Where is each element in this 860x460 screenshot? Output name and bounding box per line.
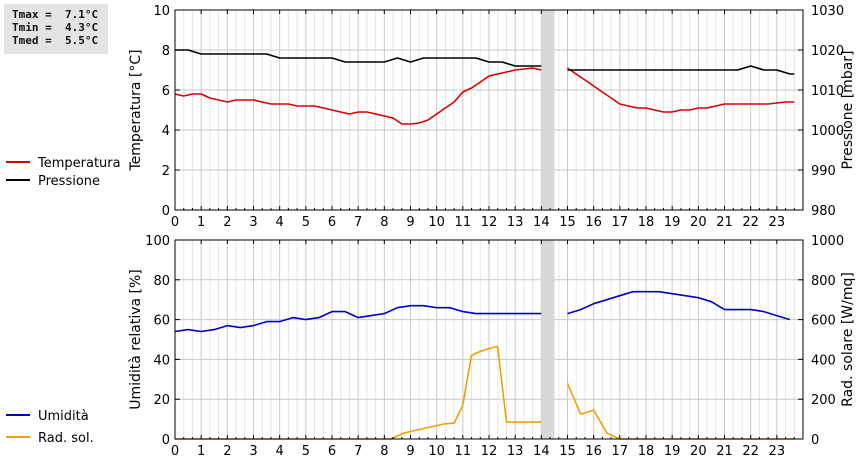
x-tick-label: 8 bbox=[380, 215, 388, 230]
y-right-tick-label: 1010 bbox=[811, 84, 844, 99]
x-tick-label: 21 bbox=[716, 215, 733, 230]
x-tick-label: 16 bbox=[585, 215, 602, 230]
x-tick-label: 2 bbox=[223, 444, 231, 459]
y-right-tick-label: 1000 bbox=[811, 124, 844, 139]
x-tick-label: 17 bbox=[612, 444, 629, 459]
y-left-tick-label: 20 bbox=[153, 393, 170, 408]
y-right-tick-label: 800 bbox=[811, 274, 836, 289]
y-left-tick-label: 0 bbox=[162, 433, 170, 448]
y-right-tick-label: 1020 bbox=[811, 44, 844, 59]
y-right-tick-label: 1030 bbox=[811, 4, 844, 19]
x-tick-label: 20 bbox=[690, 444, 707, 459]
series-line-umidit-0 bbox=[174, 304, 542, 333]
x-tick-label: 7 bbox=[354, 215, 362, 230]
x-tick-label: 5 bbox=[302, 215, 310, 230]
x-tick-label: 15 bbox=[559, 215, 576, 230]
series-line-temperatura-0 bbox=[174, 67, 542, 125]
legend-label: Temperatura bbox=[37, 156, 121, 171]
series-line-umidit-1 bbox=[567, 290, 791, 321]
x-tick-label: 12 bbox=[481, 444, 498, 459]
x-tick-label: 0 bbox=[171, 215, 179, 230]
x-tick-label: 8 bbox=[380, 444, 388, 459]
x-tick-label: 3 bbox=[249, 215, 257, 230]
x-tick-label: 1 bbox=[197, 215, 205, 230]
y-left-tick-label: 2 bbox=[162, 164, 170, 179]
x-tick-label: 19 bbox=[664, 215, 681, 230]
x-tick-label: 18 bbox=[638, 444, 655, 459]
data-gap-band bbox=[541, 10, 555, 210]
x-tick-label: 18 bbox=[638, 215, 655, 230]
x-tick-label: 22 bbox=[742, 215, 759, 230]
x-tick-label: 9 bbox=[406, 215, 414, 230]
y-left-tick-label: 4 bbox=[162, 124, 170, 139]
series-line-pressione-1 bbox=[567, 65, 795, 75]
x-tick-label: 10 bbox=[428, 215, 445, 230]
y-right-tick-label: 400 bbox=[811, 353, 836, 368]
x-tick-label: 4 bbox=[276, 444, 284, 459]
x-tick-label: 11 bbox=[455, 444, 472, 459]
x-tick-label: 6 bbox=[328, 444, 336, 459]
x-tick-label: 4 bbox=[276, 215, 284, 230]
y-right-tick-label: 0 bbox=[811, 433, 819, 448]
series-line-pressione-0 bbox=[175, 49, 542, 67]
x-tick-label: 0 bbox=[171, 444, 179, 459]
x-tick-label: 11 bbox=[455, 215, 472, 230]
x-tick-label: 14 bbox=[533, 444, 550, 459]
y-left-tick-label: 8 bbox=[162, 44, 170, 59]
y-left-tick-label: 60 bbox=[153, 314, 170, 329]
legend-label: Pressione bbox=[38, 174, 100, 189]
x-tick-label: 1 bbox=[197, 444, 205, 459]
x-tick-label: 6 bbox=[328, 215, 336, 230]
y-left-axis-label: Umidità relativa [%] bbox=[128, 269, 144, 410]
x-tick-label: 21 bbox=[716, 444, 733, 459]
y-left-tick-label: 0 bbox=[162, 204, 170, 219]
x-tick-label: 20 bbox=[690, 215, 707, 230]
y-right-tick-label: 200 bbox=[811, 393, 836, 408]
y-right-tick-label: 990 bbox=[811, 164, 836, 179]
y-right-tick-label: 600 bbox=[811, 314, 836, 329]
x-tick-label: 17 bbox=[612, 215, 629, 230]
legend-label: Rad. sol. bbox=[38, 431, 94, 446]
x-tick-label: 19 bbox=[664, 444, 681, 459]
x-tick-label: 9 bbox=[406, 444, 414, 459]
y-right-tick-label: 980 bbox=[811, 204, 836, 219]
x-tick-label: 12 bbox=[481, 215, 498, 230]
y-left-tick-label: 6 bbox=[162, 84, 170, 99]
x-tick-label: 22 bbox=[742, 444, 759, 459]
tmin-text: Tmin = 4.3°C bbox=[12, 21, 99, 34]
y-left-tick-label: 40 bbox=[153, 353, 170, 368]
x-tick-label: 7 bbox=[354, 444, 362, 459]
y-left-tick-label: 100 bbox=[145, 234, 170, 249]
x-tick-label: 23 bbox=[769, 444, 786, 459]
y-left-axis-label: Temperatura [°C] bbox=[128, 49, 144, 171]
y-left-tick-label: 80 bbox=[153, 274, 170, 289]
x-tick-label: 14 bbox=[533, 215, 550, 230]
x-tick-label: 5 bbox=[302, 444, 310, 459]
stats-box: Tmax = 7.1°C Tmin = 4.3°C Tmed = 5.5°C bbox=[4, 4, 108, 54]
y-right-axis-label: Pressione [mbar] bbox=[840, 50, 856, 169]
x-tick-label: 13 bbox=[507, 215, 524, 230]
x-tick-label: 13 bbox=[507, 444, 524, 459]
x-tick-label: 10 bbox=[428, 444, 445, 459]
x-tick-label: 16 bbox=[585, 444, 602, 459]
x-tick-label: 3 bbox=[249, 444, 257, 459]
x-tick-label: 23 bbox=[769, 215, 786, 230]
data-gap-band bbox=[541, 240, 555, 439]
y-right-axis-label: Rad. solare [W/mq] bbox=[840, 272, 856, 407]
y-left-tick-label: 10 bbox=[153, 4, 170, 19]
y-right-tick-label: 1000 bbox=[811, 234, 844, 249]
tmax-text: Tmax = 7.1°C bbox=[12, 8, 99, 21]
series-line-temperatura-1 bbox=[567, 67, 795, 113]
tmed-text: Tmed = 5.5°C bbox=[12, 34, 99, 47]
legend-label: Umidità bbox=[38, 409, 89, 424]
x-tick-label: 2 bbox=[223, 215, 231, 230]
x-tick-label: 15 bbox=[559, 444, 576, 459]
